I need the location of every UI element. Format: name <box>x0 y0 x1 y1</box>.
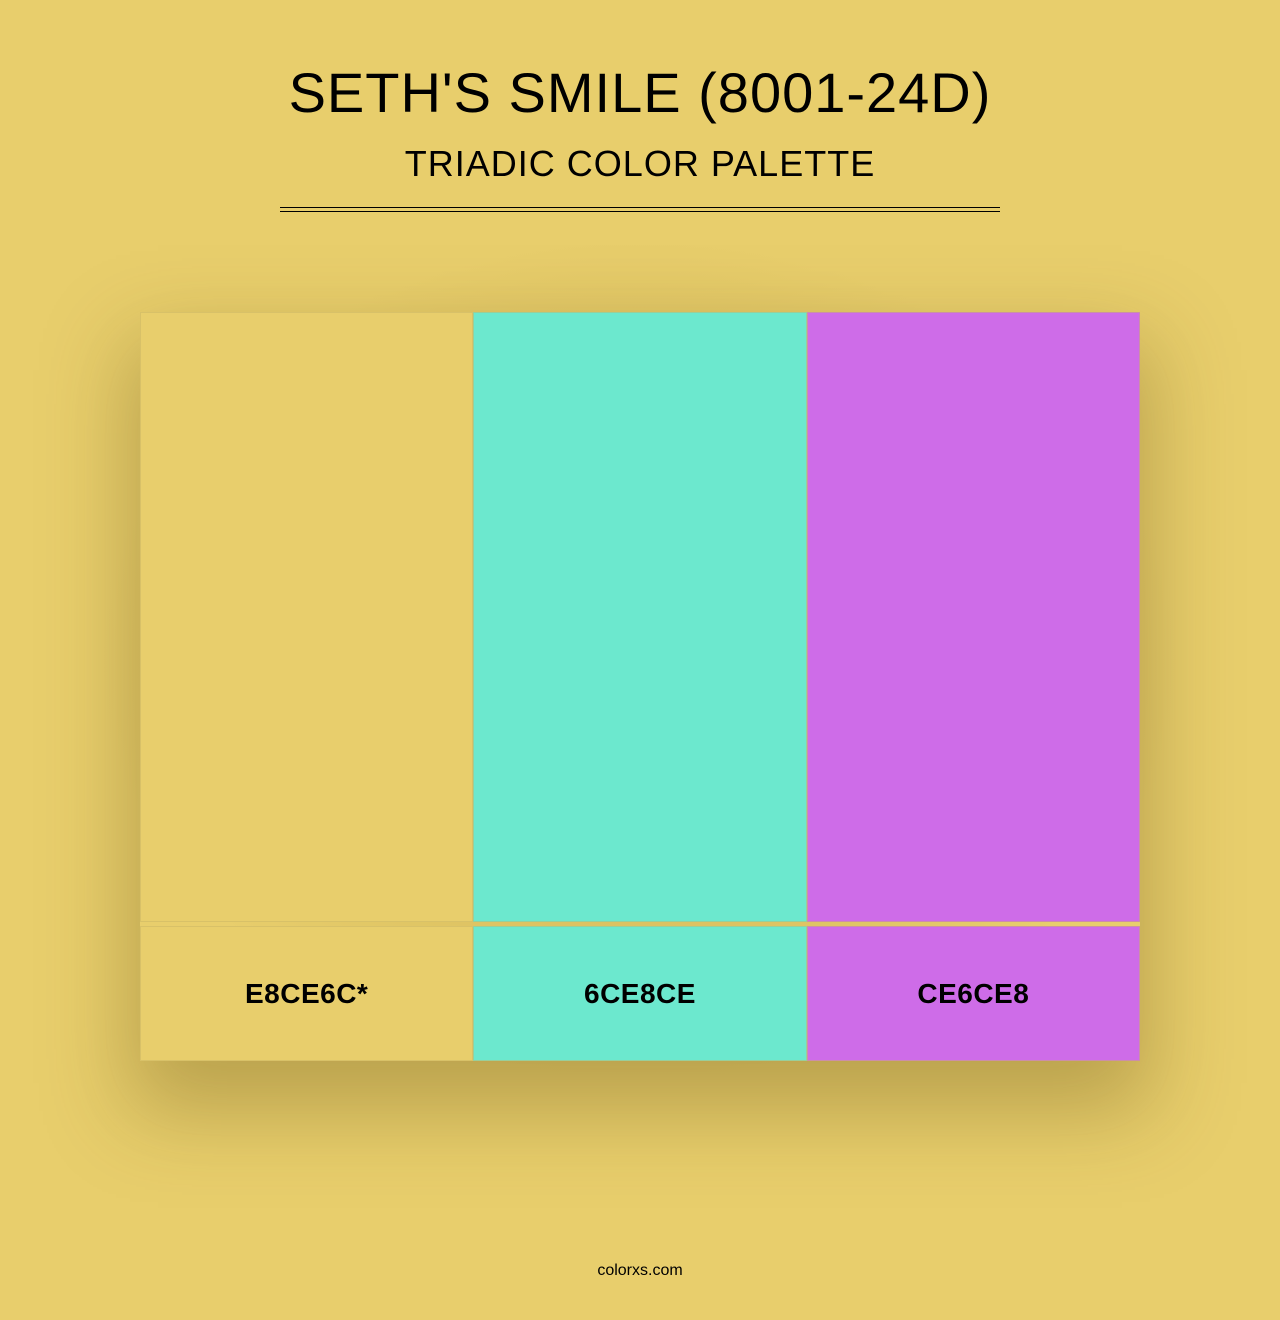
swatch-1 <box>473 312 806 922</box>
label-cell-0: E8CE6C* <box>140 926 473 1061</box>
header-divider <box>280 207 1000 212</box>
footer-credit: colorxs.com <box>0 1262 1280 1280</box>
swatch-label-1: 6CE8CE <box>584 978 696 1010</box>
page-title: SETH'S SMILE (8001-24D) <box>280 60 1000 125</box>
swatch-2 <box>807 312 1140 922</box>
swatch-row <box>140 312 1140 922</box>
label-cell-1: 6CE8CE <box>473 926 806 1061</box>
palette-container: E8CE6C* 6CE8CE CE6CE8 <box>140 312 1140 1061</box>
swatch-label-0: E8CE6C* <box>245 978 368 1010</box>
header: SETH'S SMILE (8001-24D) TRIADIC COLOR PA… <box>280 0 1000 212</box>
page-subtitle: TRIADIC COLOR PALETTE <box>280 143 1000 185</box>
label-row: E8CE6C* 6CE8CE CE6CE8 <box>140 926 1140 1061</box>
swatch-0 <box>140 312 473 922</box>
swatch-label-2: CE6CE8 <box>917 978 1029 1010</box>
label-cell-2: CE6CE8 <box>807 926 1140 1061</box>
